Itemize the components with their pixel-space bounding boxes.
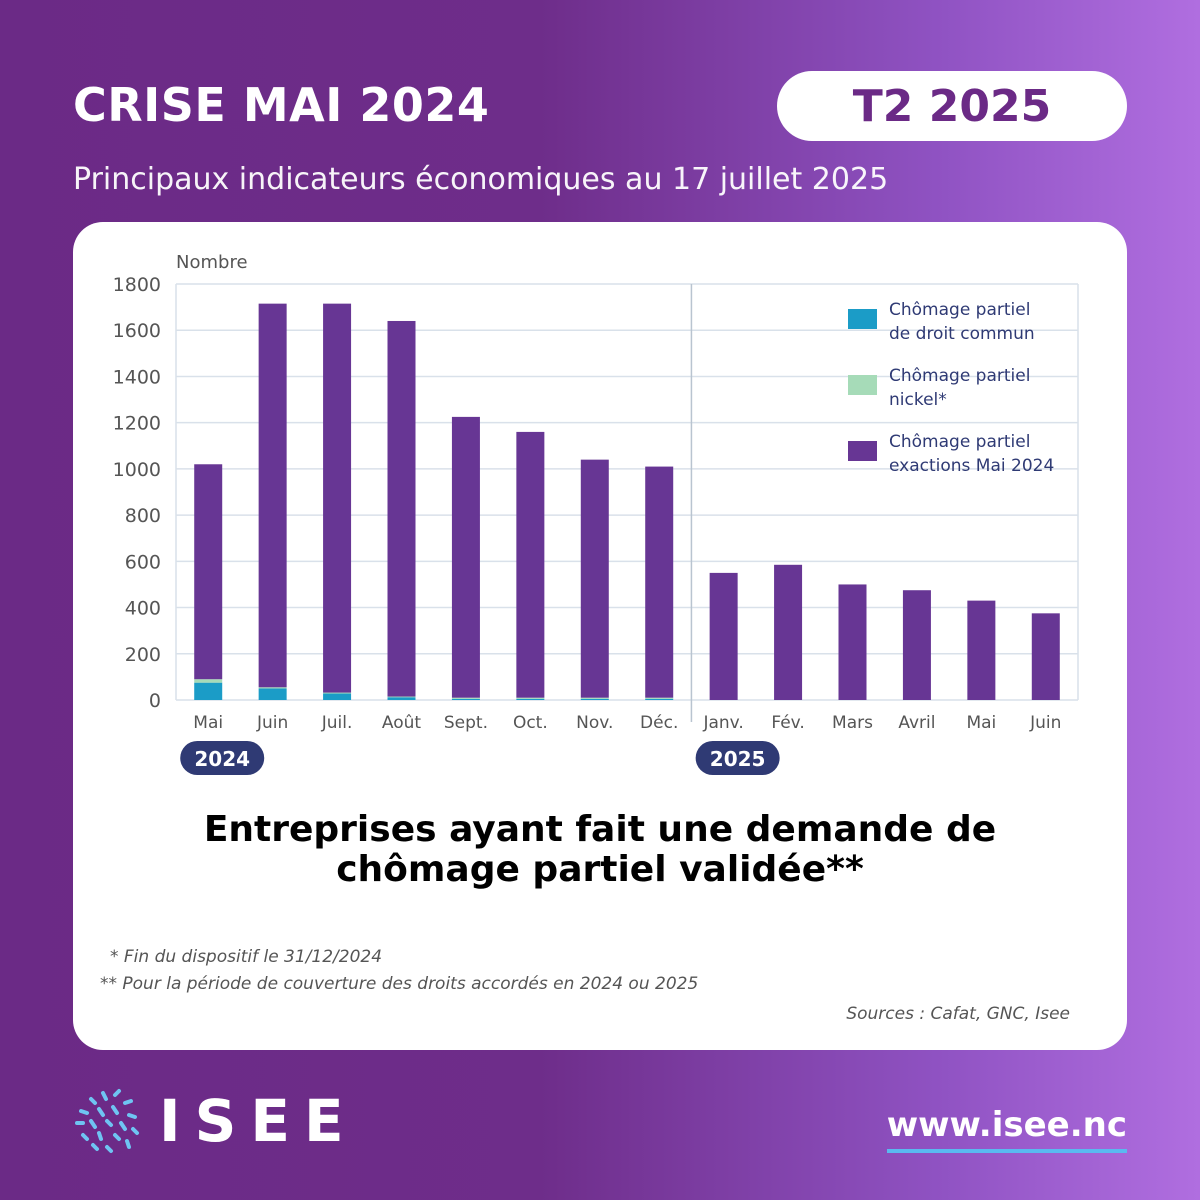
- bar-exactions: [902, 590, 931, 700]
- legend-swatch-exactions: [848, 441, 877, 461]
- legend-label: Chômage partiel: [889, 300, 1030, 320]
- bar-droit-commun: [194, 682, 223, 700]
- year-badge: [695, 741, 780, 775]
- bar-exactions: [580, 459, 609, 698]
- x-tick-label: Mai: [193, 713, 223, 733]
- bar-nickel: [645, 697, 674, 699]
- legend-label: Chômage partiel: [889, 366, 1030, 386]
- y-tick-label: 1800: [113, 274, 161, 296]
- period-badge: T2 2025: [777, 71, 1127, 141]
- legend-label: de droit commun: [889, 324, 1035, 344]
- bar-droit-commun: [580, 698, 609, 700]
- bar-nickel: [387, 696, 416, 698]
- y-tick-label: 1000: [113, 459, 161, 481]
- bar-nickel: [451, 697, 480, 699]
- isee-dots-icon: [75, 1089, 139, 1153]
- y-tick-label: 200: [125, 644, 161, 666]
- y-tick-label: 800: [125, 505, 161, 527]
- page-subtitle: Principaux indicateurs économiques au 17…: [73, 162, 889, 197]
- year-badge: [180, 741, 265, 775]
- footnote-nickel: * Fin du dispositif le 31/12/2024: [110, 947, 383, 967]
- x-tick-label: Déc.: [640, 713, 678, 733]
- bar-nickel: [258, 687, 287, 689]
- bar-nickel: [580, 697, 609, 699]
- chart-card: 0 200 400 600 800 1000 1200 1400 1600 1800 Nombre M…: [73, 222, 1127, 1050]
- bar-droit-commun: [451, 698, 480, 700]
- bar-droit-commun: [645, 698, 674, 700]
- bar-exactions: [323, 303, 352, 693]
- x-tick-label: Sept.: [444, 713, 488, 733]
- x-tick-label: Juin: [256, 713, 288, 733]
- y-axis-label: Nombre: [176, 252, 248, 273]
- bar-exactions: [645, 466, 674, 698]
- legend-label: nickel*: [889, 390, 947, 410]
- y-tick-label: 1400: [113, 366, 161, 388]
- y-tick-label: 0: [149, 690, 161, 712]
- bar-nickel: [516, 697, 545, 699]
- y-tick-label: 600: [125, 551, 161, 573]
- bar-droit-commun: [516, 698, 545, 700]
- legend-swatch-nickel: [848, 375, 877, 395]
- sources-note: Sources : Cafat, GNC, Isee: [846, 1004, 1070, 1024]
- isee-logo: ISEE: [73, 1087, 358, 1155]
- x-tick-label: Avril: [898, 713, 935, 733]
- bar-droit-commun: [258, 688, 287, 700]
- x-tick-label: Juin: [1029, 713, 1061, 733]
- footnote-coverage: ** Pour la période de couverture des dro…: [100, 974, 699, 994]
- x-tick-label: Août: [382, 713, 422, 733]
- chart-caption: Entreprises ayant fait une demande de ch…: [73, 810, 1127, 890]
- bar-exactions: [387, 320, 416, 697]
- bar-exactions: [258, 303, 287, 688]
- bar-exactions: [451, 416, 480, 698]
- bar-exactions: [774, 564, 803, 700]
- x-tick-label: Mars: [832, 713, 873, 733]
- y-tick-label: 400: [125, 598, 161, 620]
- x-tick-label: Janv.: [702, 713, 743, 733]
- y-tick-label: 1200: [113, 413, 161, 435]
- bar-exactions: [1031, 613, 1060, 700]
- bar-nickel: [323, 692, 352, 694]
- year-badge-label: 2024: [194, 747, 250, 771]
- chart-caption-line-1: Entreprises ayant fait une demande de: [203, 809, 997, 850]
- stacked-bar-chart: 0 200 400 600 800 1000 1200 1400 1600 1800 Nombre M…: [113, 252, 1079, 775]
- x-tick-label: Oct.: [513, 713, 548, 733]
- bar-exactions: [838, 584, 867, 700]
- page-title: CRISE MAI 2024: [73, 78, 490, 132]
- logo-text: ISEE: [159, 1087, 358, 1155]
- legend-label: exactions Mai 2024: [889, 456, 1054, 476]
- year-badge-label: 2025: [710, 747, 766, 771]
- chart-caption-line-2: chômage partiel validée**: [336, 849, 864, 890]
- x-tick-label: Mai: [966, 713, 996, 733]
- legend-swatch-droit-commun: [848, 309, 877, 329]
- website-link[interactable]: www.isee.nc: [886, 1105, 1127, 1153]
- bar-exactions: [194, 464, 223, 680]
- bar-droit-commun: [387, 697, 416, 700]
- bar-nickel: [194, 679, 223, 683]
- y-tick-label: 1600: [113, 320, 161, 342]
- bar-droit-commun: [323, 693, 352, 700]
- x-tick-label: Juil.: [321, 713, 353, 733]
- x-tick-label: Fév.: [771, 713, 804, 733]
- bar-exactions: [709, 572, 738, 700]
- x-tick-label: Nov.: [576, 713, 613, 733]
- legend-label: Chômage partiel: [889, 432, 1030, 452]
- bar-exactions: [516, 431, 545, 698]
- bar-exactions: [967, 600, 996, 700]
